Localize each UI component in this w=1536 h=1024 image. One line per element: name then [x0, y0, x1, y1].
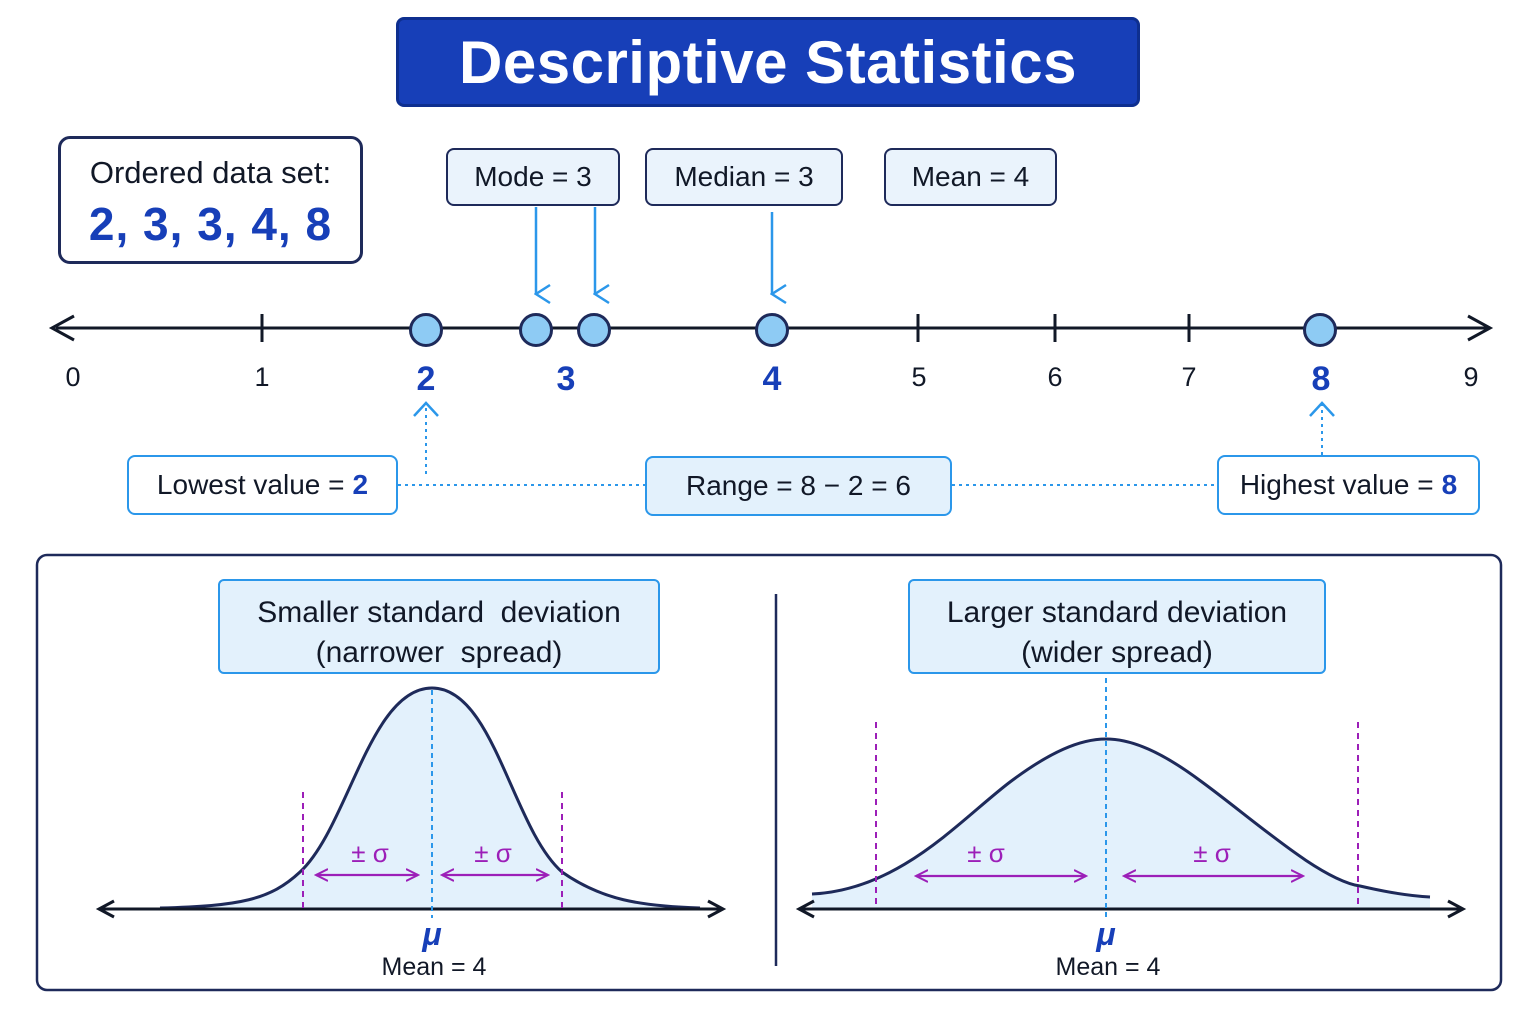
tick-label-9: 9	[1463, 362, 1478, 392]
wide-curve	[811, 737, 1431, 899]
median-label: Median = 3	[674, 161, 814, 192]
wide-sigma-left-label: ± σ	[967, 838, 1005, 868]
data-point-2	[409, 313, 443, 347]
wide-title-line1: Larger standard deviation	[946, 596, 1288, 629]
tick-labels: 0 1 2 3 4 5 6 7 8 9	[65, 360, 1478, 398]
mode-box: Mode = 3	[446, 148, 620, 206]
tick-label-7: 7	[1181, 362, 1196, 392]
wide-mean-label: Mean = 4	[1055, 953, 1161, 981]
narrow-sigma-left-label: ± σ	[351, 838, 389, 868]
narrow-mu-symbol: μ	[422, 916, 442, 952]
tick-label-6: 6	[1047, 362, 1062, 392]
wide-axis-left-arrow	[795, 899, 815, 919]
wide-mu-symbol: μ	[1096, 916, 1116, 952]
highest-arrowhead	[1309, 401, 1335, 417]
tick-label-0: 0	[65, 362, 80, 392]
narrow-title-line2: (narrower spread)	[315, 636, 563, 669]
wide-distribution-title: Larger standard deviation (wider spread)	[908, 579, 1326, 674]
wide-axis-right-arrow	[1447, 899, 1467, 919]
lowest-value-label: Lowest value =	[156, 469, 345, 500]
tick-label-4: 4	[763, 360, 782, 398]
narrow-axis-right-arrow	[707, 899, 727, 919]
range-box: Range = 8 − 2 = 6	[645, 456, 952, 516]
highest-value-number: 8	[1441, 469, 1458, 500]
narrow-axis-left-arrow	[95, 899, 115, 919]
tick-label-3: 3	[557, 360, 576, 398]
lowest-value-box: Lowest value = 2	[127, 455, 398, 515]
data-point-3b	[577, 313, 611, 347]
page-title: Descriptive Statistics	[459, 28, 1077, 96]
mode-label: Mode = 3	[474, 161, 592, 192]
number-line-left-arrow	[48, 314, 75, 342]
wide-sigma-right-label: ± σ	[1193, 838, 1231, 868]
lowest-value-number: 2	[352, 469, 369, 500]
narrow-curve	[159, 686, 701, 910]
wide-title-line2: (wider spread)	[1021, 636, 1213, 669]
number-line-right-arrow	[1467, 314, 1494, 342]
data-point-4	[755, 313, 789, 347]
wide-curve-fill	[812, 739, 1430, 908]
narrow-sigma-right-label: ± σ	[474, 838, 512, 868]
dataset-label: Ordered data set:	[89, 155, 332, 190]
title-banner: Descriptive Statistics	[396, 17, 1140, 107]
dataset-box: Ordered data set: 2, 3, 3, 4, 8	[58, 136, 363, 264]
mean-label: Mean = 4	[911, 161, 1030, 192]
tick-label-1: 1	[254, 362, 269, 392]
dataset-values: 2, 3, 3, 4, 8	[88, 198, 333, 250]
range-label: Range = 8 − 2 = 6	[686, 470, 911, 501]
narrow-distribution-title: Smaller standard deviation (narrower spr…	[218, 579, 660, 674]
narrow-mean-label: Mean = 4	[381, 953, 487, 981]
data-point-3a	[519, 313, 553, 347]
narrow-curve-fill	[160, 688, 700, 908]
data-points	[409, 313, 1337, 347]
data-point-8	[1303, 313, 1337, 347]
tick-label-8: 8	[1312, 360, 1331, 398]
number-line-ticks	[260, 314, 1191, 342]
mean-box: Mean = 4	[884, 148, 1057, 206]
lowest-arrowhead	[413, 401, 439, 417]
median-box: Median = 3	[645, 148, 843, 206]
highest-value-box: Highest value = 8	[1217, 455, 1480, 515]
tick-label-5: 5	[911, 362, 926, 392]
narrow-title-line1: Smaller standard deviation	[257, 596, 621, 629]
tick-label-2: 2	[417, 360, 436, 398]
highest-value-label: Highest value =	[1239, 469, 1434, 500]
